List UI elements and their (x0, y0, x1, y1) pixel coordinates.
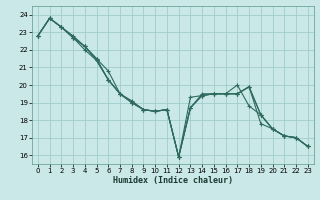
X-axis label: Humidex (Indice chaleur): Humidex (Indice chaleur) (113, 176, 233, 185)
